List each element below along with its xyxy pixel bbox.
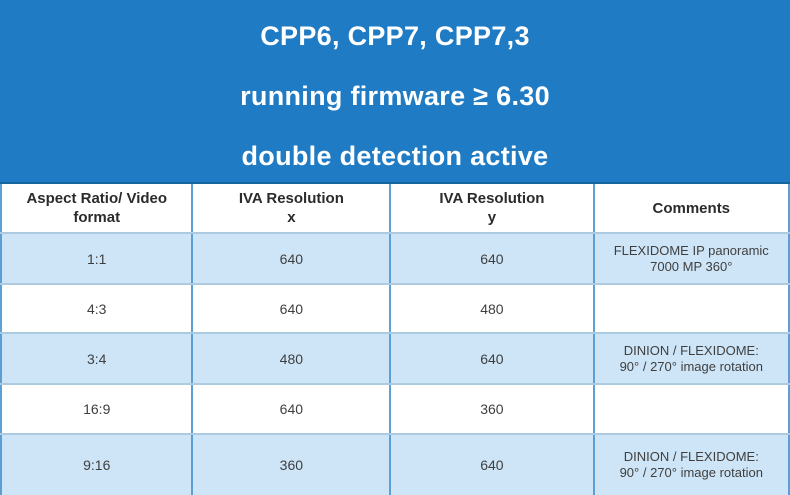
cell-iva-x: 480 — [191, 333, 392, 385]
cell-iva-y: 640 — [389, 233, 595, 285]
table-row-16-9: 16:9 640 360 — [0, 384, 790, 435]
cell-iva-x: 640 — [191, 233, 392, 285]
cell-iva-y: 360 — [389, 384, 595, 435]
col-header-iva-resolution-x: IVA Resolution x — [191, 184, 392, 234]
cell-iva-x: 640 — [191, 384, 392, 435]
banner-subtitle-detection: double detection active — [241, 141, 549, 171]
cell-comments: DINION / FLEXIDOME: 90° / 270° image rot… — [592, 333, 790, 385]
table-row-4-3: 4:3 640 480 — [0, 284, 790, 334]
col-header-aspect-ratio: Aspect Ratio/ Video format — [0, 184, 194, 234]
cell-iva-y: 480 — [389, 284, 595, 334]
title-banner: CPP6, CPP7, CPP7,3 running firmware ≥ 6.… — [0, 0, 790, 184]
banner-subtitle-firmware: running firmware ≥ 6.30 — [240, 81, 550, 111]
cell-iva-x: 640 — [191, 284, 392, 334]
cell-iva-x: 360 — [191, 434, 392, 495]
iva-resolution-table: Aspect Ratio/ Video format IVA Resolutio… — [0, 184, 790, 495]
cell-comments — [592, 284, 790, 334]
table-header-row: Aspect Ratio/ Video format IVA Resolutio… — [0, 184, 790, 234]
cell-comments: DINION / FLEXIDOME: 90° / 270° image rot… — [592, 434, 790, 495]
cell-aspect-ratio: 4:3 — [0, 284, 194, 334]
cell-aspect-ratio: 1:1 — [0, 233, 194, 285]
table-row-9-16: 9:16 360 640 DINION / FLEXIDOME: 90° / 2… — [0, 434, 790, 495]
cell-iva-y: 640 — [389, 434, 595, 495]
cell-iva-y: 640 — [389, 333, 595, 385]
cell-aspect-ratio: 16:9 — [0, 384, 194, 435]
table-row-1-1: 1:1 640 640 FLEXIDOME IP panoramic 7000 … — [0, 233, 790, 285]
cell-aspect-ratio: 3:4 — [0, 333, 194, 385]
cell-comments: FLEXIDOME IP panoramic 7000 MP 360° — [592, 233, 790, 285]
table-row-3-4: 3:4 480 640 DINION / FLEXIDOME: 90° / 27… — [0, 333, 790, 385]
col-header-iva-resolution-y: IVA Resolution y — [389, 184, 595, 234]
cell-aspect-ratio: 9:16 — [0, 434, 194, 495]
col-header-comments: Comments — [592, 184, 790, 234]
banner-title: CPP6, CPP7, CPP7,3 — [260, 21, 530, 51]
cell-comments — [592, 384, 790, 435]
